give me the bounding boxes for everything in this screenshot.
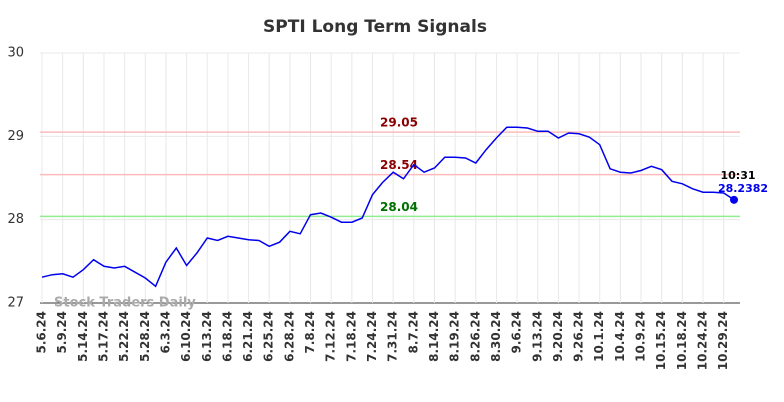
last-time: 10:31: [720, 169, 755, 182]
y-tick-label: 30: [7, 46, 24, 61]
y-tick-label: 27: [7, 296, 24, 311]
x-tick-label: 8.26.24: [468, 311, 482, 362]
x-tick-label: 5.9.24: [55, 311, 69, 354]
x-tick-label: 5.17.24: [96, 311, 110, 362]
last-point: [730, 195, 738, 204]
x-tick-label: 7.12.24: [324, 311, 338, 362]
x-tick-label: 10.1.24: [592, 311, 606, 362]
x-tick-label: 10.29.24: [716, 311, 730, 370]
x-tick-label: 7.24.24: [365, 311, 379, 362]
x-tick-label: 7.18.24: [344, 311, 358, 362]
signal-label: 29.05: [380, 116, 418, 130]
watermark: Stock Traders Daily: [54, 296, 196, 311]
x-tick-label: 5.22.24: [117, 311, 131, 362]
x-tick-label: 10.15.24: [654, 311, 668, 370]
x-tick-label: 6.28.24: [282, 311, 296, 362]
x-tick-label: 9.26.24: [572, 311, 586, 362]
x-tick-label: 8.7.24: [406, 311, 420, 354]
y-tick-label: 29: [7, 129, 24, 144]
signal-label: 28.04: [380, 200, 418, 214]
data-line: [41, 126, 735, 288]
x-tick-label: 9.13.24: [530, 311, 544, 362]
last-value: 28.2382: [718, 182, 768, 195]
x-tick-label: 10.18.24: [675, 311, 689, 370]
x-tick-label: 5.28.24: [138, 311, 152, 362]
x-tick-label: 6.21.24: [241, 311, 255, 362]
x-tick-label: 8.19.24: [448, 311, 462, 362]
x-tick-label: 9.6.24: [510, 311, 524, 354]
x-tick-label: 6.18.24: [220, 311, 234, 362]
signal-label: 28.54: [380, 158, 418, 172]
x-tick-label: 10.4.24: [613, 311, 627, 362]
x-tick-label: 5.6.24: [35, 311, 49, 354]
x-tick-label: 7.31.24: [386, 311, 400, 362]
x-tick-label: 9.20.24: [551, 311, 565, 362]
x-tick-label: 7.8.24: [303, 311, 317, 354]
x-tick-label: 6.25.24: [262, 311, 276, 362]
y-tick-label: 28: [7, 212, 24, 227]
x-tick-label: 6.10.24: [179, 311, 193, 362]
x-tick-label: 6.13.24: [200, 311, 214, 362]
x-tick-label: 8.14.24: [427, 311, 441, 362]
x-tick-label: 5.14.24: [76, 311, 90, 362]
x-tick-label: 8.30.24: [489, 311, 503, 362]
x-tick-label: 10.9.24: [634, 311, 648, 362]
chart-title: SPTI Long Term Signals: [263, 17, 487, 37]
x-tick-label: 10.24.24: [696, 311, 710, 370]
x-tick-label: 6.3.24: [158, 311, 172, 354]
